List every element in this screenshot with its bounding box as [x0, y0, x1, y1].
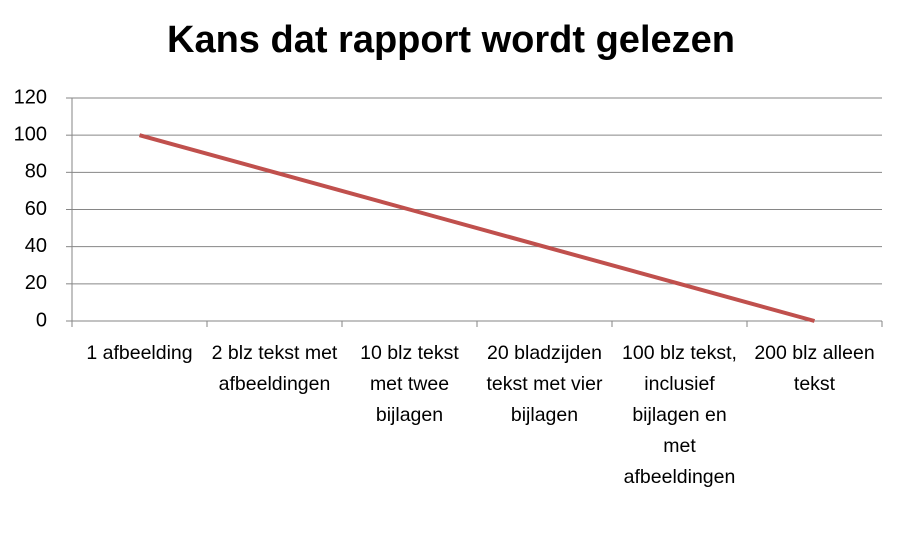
x-tick-label: 200 blz alleen tekst [754, 342, 875, 395]
x-tick-label: 10 blz tekst met twee bijlagen [360, 342, 459, 426]
y-tick-label: 20 [25, 272, 47, 294]
y-tick-label: 80 [25, 161, 47, 183]
x-tick-label: 20 bladzijden tekst met vier bijlagen [486, 342, 603, 426]
y-tick-label: 0 [36, 309, 47, 331]
y-tick-label: 100 [14, 123, 47, 145]
x-tick-label: 1 afbeelding [86, 342, 193, 364]
x-tick-label: 2 blz tekst met afbeeldingen [211, 342, 338, 395]
y-tick-label: 120 [14, 86, 47, 108]
x-tick-label: 100 blz tekst, inclusief bijlagen en met… [622, 342, 737, 488]
data-line [138, 133, 816, 323]
chart-title: Kans dat rapport wordt gelezen [167, 19, 735, 61]
y-tick-label: 60 [25, 198, 47, 220]
y-tick-label: 40 [25, 235, 47, 257]
